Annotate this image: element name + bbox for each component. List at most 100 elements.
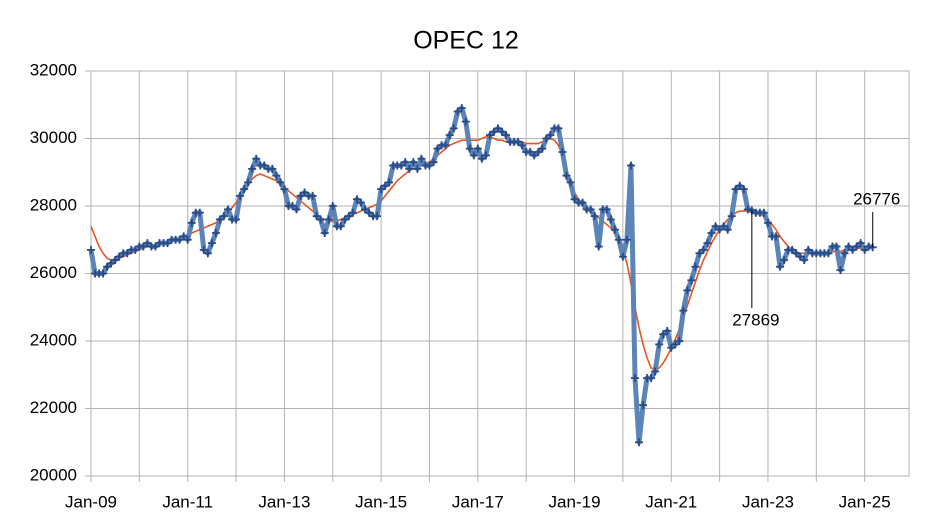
point-marker: [445, 131, 454, 140]
point-marker: [477, 154, 486, 163]
point-marker: [103, 262, 112, 271]
point-marker: [639, 401, 648, 410]
point-marker: [425, 161, 434, 170]
point-marker: [211, 229, 220, 237]
point-marker: [719, 222, 728, 231]
point-marker: [679, 306, 688, 315]
point-marker: [356, 198, 365, 207]
point-marker: [489, 127, 498, 136]
point-marker: [429, 158, 438, 167]
point-marker: [526, 148, 535, 156]
point-marker: [183, 235, 192, 244]
point-marker: [107, 259, 116, 268]
point-marker: [215, 215, 224, 224]
point-marker: [852, 242, 861, 251]
point-marker: [635, 438, 644, 447]
point-marker: [695, 249, 704, 258]
point-marker: [469, 151, 478, 160]
point-marker: [566, 178, 575, 187]
point-marker: [518, 141, 527, 150]
x-tick-label: Jan-19: [549, 492, 601, 511]
point-marker: [796, 252, 805, 261]
point-marker: [731, 185, 740, 194]
point-marker: [203, 249, 212, 258]
point-marker: [735, 181, 744, 190]
point-marker: [840, 249, 849, 258]
point-marker: [320, 229, 329, 237]
y-tick-label: 24000: [30, 330, 77, 349]
point-marker: [296, 191, 305, 200]
x-tick-label: Jan-25: [839, 492, 891, 511]
x-tick-label: Jan-21: [645, 492, 697, 511]
y-tick-label: 30000: [30, 128, 77, 147]
point-marker: [143, 239, 152, 248]
chart-title: OPEC 12: [413, 27, 519, 55]
point-marker: [449, 124, 458, 133]
point-marker: [788, 245, 797, 254]
point-marker: [441, 141, 450, 150]
y-tick-label: 32000: [30, 60, 77, 79]
point-marker: [578, 198, 587, 207]
y-tick-label: 26000: [30, 263, 77, 282]
point-marker: [123, 249, 132, 258]
point-marker: [453, 107, 462, 116]
point-marker: [300, 188, 309, 197]
point-marker: [570, 195, 579, 204]
point-marker: [397, 161, 406, 170]
point-marker: [179, 232, 188, 241]
point-marker: [336, 222, 345, 231]
point-marker: [776, 262, 785, 271]
point-marker: [288, 202, 297, 210]
point-marker: [856, 239, 865, 248]
point-marker: [139, 242, 148, 251]
point-marker: [832, 242, 841, 251]
point-marker: [377, 185, 386, 194]
point-marker: [365, 208, 374, 217]
point-marker: [207, 239, 216, 248]
point-marker: [780, 256, 789, 264]
point-marker: [417, 154, 426, 163]
point-marker: [687, 276, 696, 285]
point-marker: [763, 218, 772, 227]
point-marker: [292, 205, 301, 214]
point-marker: [224, 205, 233, 214]
point-marker: [514, 137, 523, 146]
point-marker: [151, 242, 160, 251]
point-marker: [485, 131, 494, 140]
point-marker: [87, 245, 95, 254]
point-marker: [163, 239, 172, 248]
point-marker: [199, 245, 208, 254]
point-marker: [328, 202, 337, 210]
point-marker: [618, 252, 627, 261]
point-marker: [792, 249, 801, 258]
point-marker: [131, 245, 140, 254]
point-marker: [671, 340, 680, 349]
point-marker: [187, 218, 196, 227]
point-marker: [558, 148, 567, 156]
point-marker: [195, 208, 204, 217]
point-marker: [312, 212, 321, 221]
x-tick-label: Jan-09: [65, 492, 117, 511]
point-marker: [352, 195, 361, 204]
point-marker: [727, 212, 736, 221]
point-marker: [232, 215, 241, 224]
point-marker: [324, 215, 333, 224]
point-marker: [252, 154, 261, 163]
point-marker: [683, 286, 692, 295]
point-marker: [99, 269, 108, 278]
point-marker: [707, 229, 716, 237]
point-marker: [473, 144, 482, 153]
point-marker: [804, 245, 813, 254]
point-marker: [481, 151, 490, 160]
y-tick-label: 28000: [30, 195, 77, 214]
point-marker: [534, 148, 543, 156]
point-marker: [175, 235, 184, 244]
point-marker: [848, 245, 857, 254]
point-marker: [260, 161, 269, 170]
point-marker: [703, 239, 712, 248]
point-marker: [824, 249, 833, 258]
point-marker: [715, 225, 724, 234]
point-marker: [433, 144, 442, 153]
point-marker: [272, 171, 281, 180]
